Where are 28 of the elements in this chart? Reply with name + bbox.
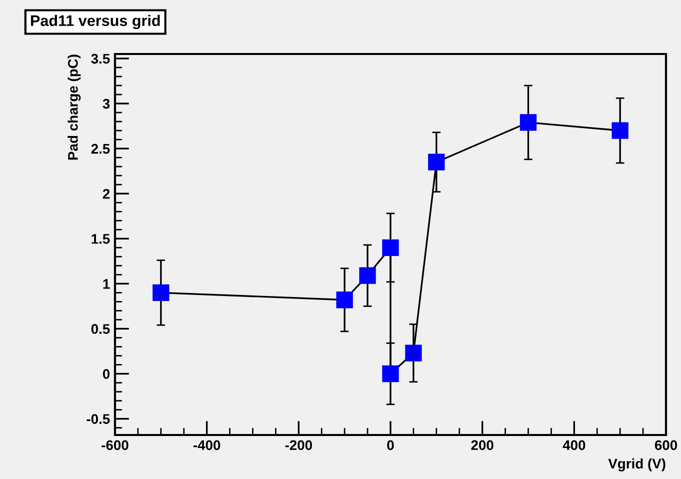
x-tick-label: -400 [193,440,220,450]
y-tick-label: -0.5 [86,414,110,424]
y-tick-label: 3 [102,98,110,109]
chart-title: Pad11 versus grid [31,14,160,30]
x-tick-label: -200 [285,440,312,450]
y-tick-label: 0 [102,369,110,379]
y-tick-label: 1.5 [92,234,110,244]
y-tick-label: 2 [102,188,110,199]
y-axis-title: Pad charge (pC) [68,54,81,160]
point [428,154,445,170]
x-tick-label: 400 [562,440,586,450]
x-tick-label: 600 [654,440,678,450]
point [336,292,353,308]
x-axis-title: Vgrid (V) [608,458,666,472]
point [612,122,628,139]
point [382,365,399,382]
y-tick-label: 3.5 [91,54,110,64]
y-tick-label: 2.5 [91,144,110,154]
y-tick-label: 0.5 [91,324,110,334]
x-tick-label: -600 [102,440,128,450]
y-tick-label: 1 [103,279,110,289]
point [359,267,376,284]
point [520,114,537,131]
point [152,284,170,302]
x-tick-label: 200 [471,440,494,450]
point [405,344,422,362]
x-tick-label: 0 [387,440,394,450]
point [382,239,399,256]
